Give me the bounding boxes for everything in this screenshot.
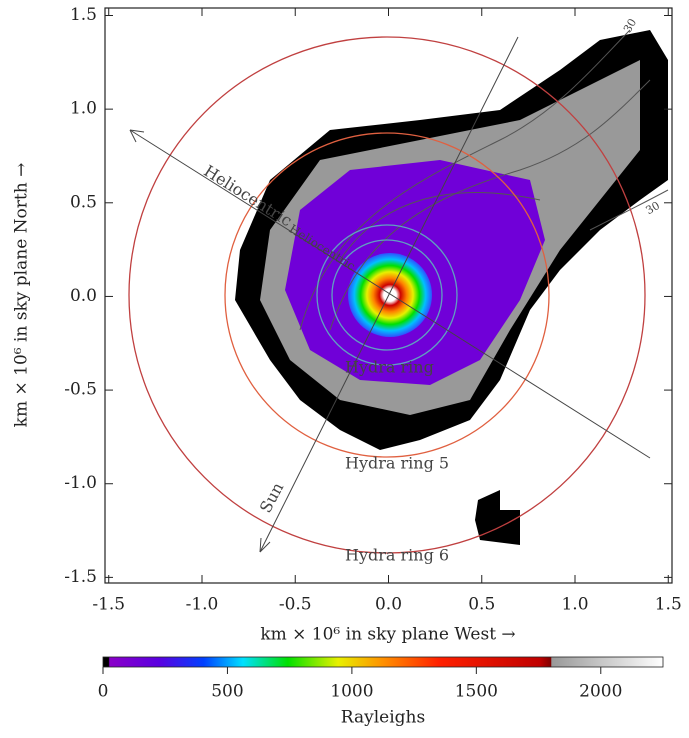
colorbar-tick-label: 500 bbox=[211, 682, 243, 702]
contour-label: 30 bbox=[621, 16, 639, 35]
y-tick-label: 1.5 bbox=[70, 5, 97, 25]
colorbar-tick-label: 1500 bbox=[455, 682, 498, 702]
y-axis-label: km × 10⁶ in sky plane North → bbox=[12, 163, 32, 428]
y-tick-label: -1.0 bbox=[64, 473, 97, 493]
colorbar-label: Rayleighs bbox=[341, 708, 425, 728]
y-tick-label: -1.5 bbox=[64, 567, 97, 587]
annotation: Hydra ring bbox=[345, 358, 434, 377]
y-tick-label: -0.5 bbox=[64, 380, 97, 400]
colorbar-tick-label: 2000 bbox=[579, 682, 622, 702]
colorbar bbox=[102, 656, 664, 668]
x-tick-label: -1.5 bbox=[92, 595, 125, 615]
x-tick-label: 1.5 bbox=[655, 595, 682, 615]
y-tick-label: 0.5 bbox=[70, 192, 97, 212]
x-tick-label: 0.5 bbox=[468, 595, 495, 615]
annotation: Hydra ring 6 bbox=[345, 546, 449, 565]
x-tick-label: 1.0 bbox=[561, 595, 588, 615]
image bbox=[128, 29, 669, 554]
x-tick-label: 0.0 bbox=[375, 595, 402, 615]
x-tick-label: -1.0 bbox=[186, 595, 219, 615]
contour-label: 30 bbox=[644, 199, 663, 217]
y-tick-label: 0.0 bbox=[70, 286, 97, 306]
colorbar-tick-label: 1000 bbox=[330, 682, 373, 702]
colorbar-tick-label: 0 bbox=[98, 682, 109, 702]
annotation: Sun bbox=[256, 479, 288, 516]
x-tick-label: -0.5 bbox=[279, 595, 312, 615]
annotation: Hydra ring 5 bbox=[345, 454, 449, 473]
y-tick-label: 1.0 bbox=[70, 99, 97, 119]
x-axis-label: km × 10⁶ in sky plane West → bbox=[260, 625, 515, 645]
